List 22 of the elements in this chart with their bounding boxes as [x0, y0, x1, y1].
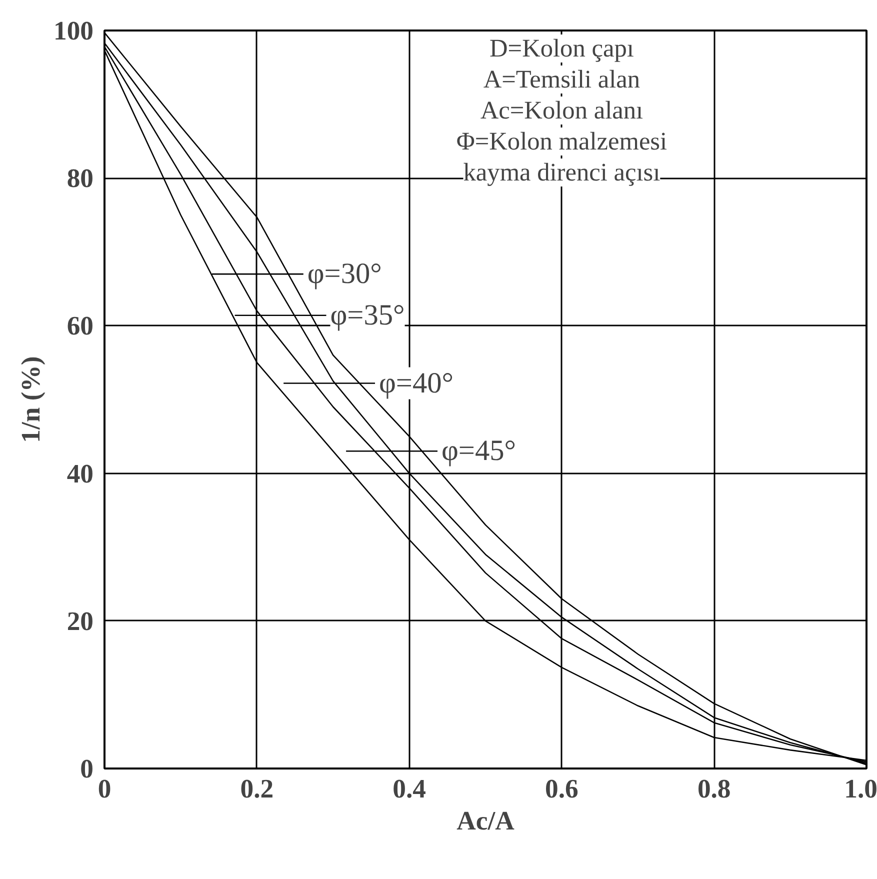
annotation: A=Temsili alan [483, 66, 640, 94]
annotation: φ=30° [307, 258, 382, 290]
annotation: Ac=Kolon alanı [480, 96, 644, 124]
annotation: φ=40° [379, 367, 454, 400]
y-tick-label: 40 [66, 458, 94, 488]
y-tick-label: 80 [66, 163, 94, 194]
x-tick-label: 0.8 [697, 774, 731, 804]
annotation: kayma direnci açısı [463, 158, 660, 186]
y-axis-title: 1/n (%) [16, 356, 46, 443]
x-tick-label: 0.4 [392, 774, 426, 804]
annotation: φ=45° [441, 435, 516, 468]
y-tick-label: 20 [66, 606, 94, 636]
y-tick-label: 0 [80, 754, 94, 784]
annotation: φ=35° [330, 299, 405, 332]
x-tick-label: 0.2 [240, 774, 274, 804]
x-tick-label: 1.0 [844, 774, 877, 804]
x-axis-title: Ac/A [456, 806, 516, 836]
annotation: D=Kolon çapı [489, 34, 634, 62]
x-tick-label: 0.6 [545, 774, 578, 804]
y-tick-label: 60 [66, 310, 94, 341]
annotation: Φ=Kolon malzemesi [456, 128, 668, 156]
y-tick-label: 100 [54, 16, 94, 46]
